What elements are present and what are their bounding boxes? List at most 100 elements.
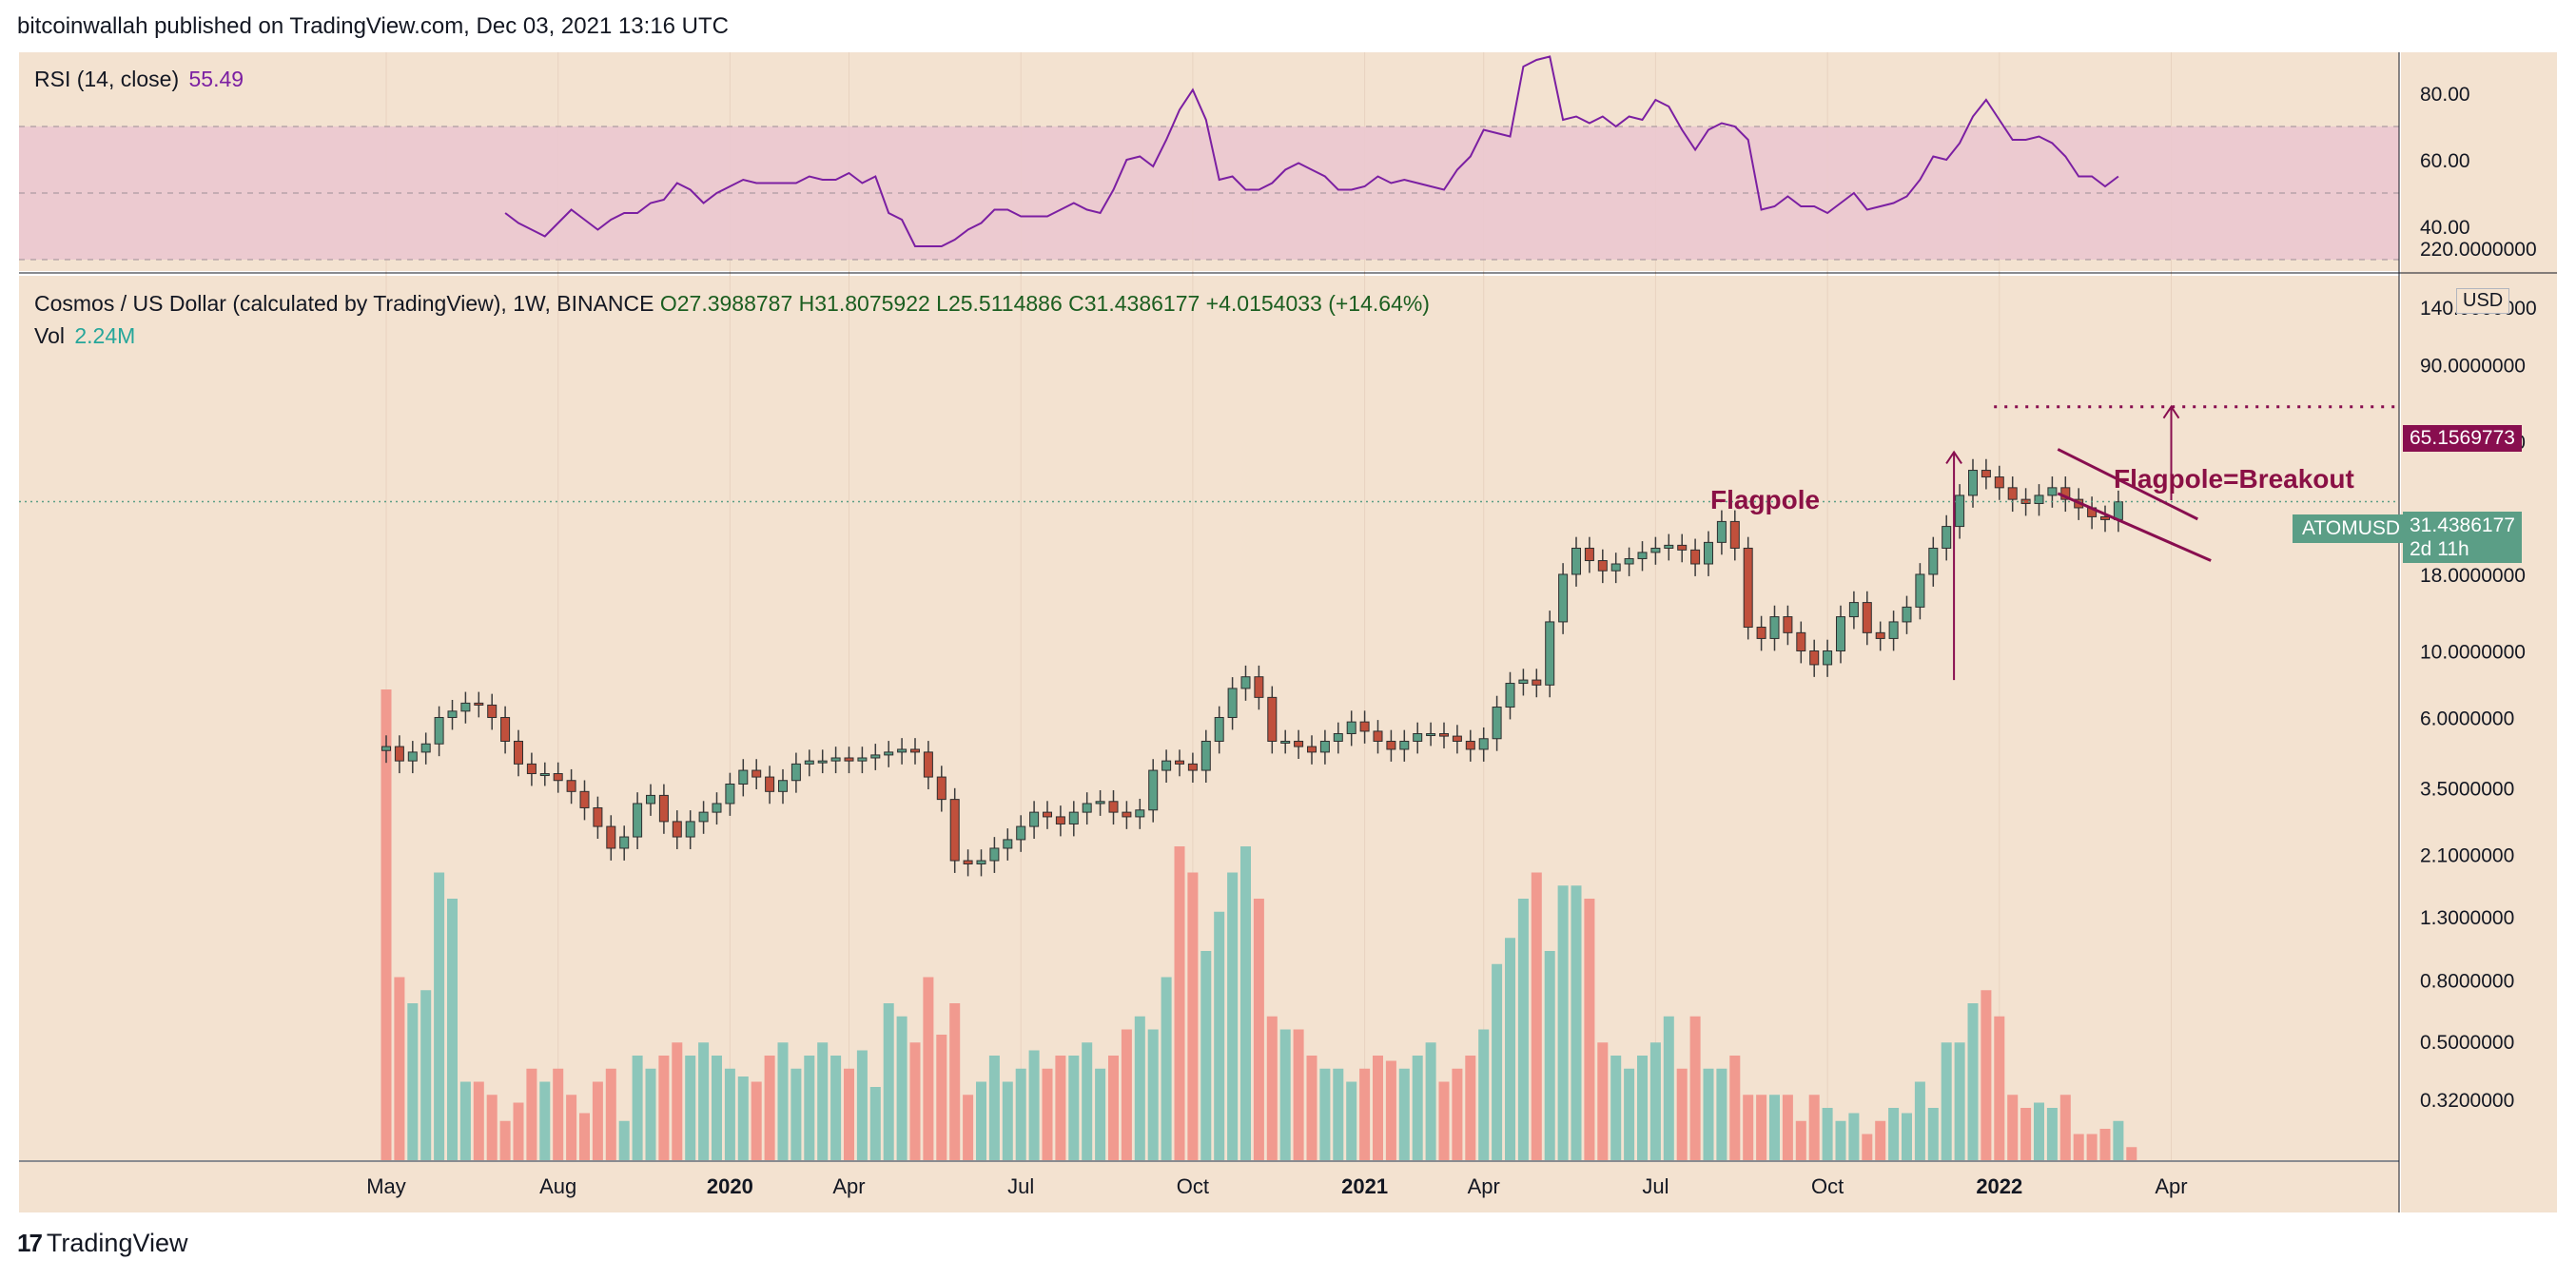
candle-body [1796,631,1806,652]
volume-bar [381,689,392,1160]
rsi-band [19,126,2399,261]
volume-bar [896,1016,907,1160]
candle-body [619,836,630,849]
volume-bar [1505,938,1515,1160]
volume-bar [1610,1056,1622,1160]
volume-bar [1373,1056,1383,1160]
candle-body [1875,631,1885,639]
volume-bar [473,1081,484,1160]
candle-body [1783,616,1793,633]
candle-body [1439,732,1449,737]
publish-header: bitcoinwallah published on TradingView.c… [17,13,730,39]
price-axis-tick: 90.0000000 [2420,355,2526,377]
volume-bar [1716,1068,1727,1160]
volume-bar [1147,1029,1159,1160]
candle-body [1003,839,1013,849]
candle-body [1095,801,1105,805]
tradingview-logo-icon: 17 [17,1229,43,1257]
volume-bar [1082,1042,1093,1160]
candle-body [1902,606,1912,623]
candle-body [1280,740,1291,744]
volume-bar [869,1087,881,1160]
volume-bar [830,1056,842,1160]
candle-body [487,704,498,718]
volume-bar [988,1056,1000,1160]
axes [19,52,2557,1212]
volume-bar [1862,1134,1873,1160]
volume-bar [1465,1056,1476,1160]
volume-bar [1492,963,1503,1160]
volume-bar [1544,951,1555,1160]
volume-bar [1531,872,1542,1160]
candle-body [765,776,775,792]
volume-bar [1266,1016,1278,1160]
volume-bar [909,1042,921,1160]
volume-bar [724,1068,735,1160]
candle-body [672,821,682,838]
candle-body [817,760,828,764]
rsi-line [504,55,2119,247]
candle-body [923,751,933,778]
tradingview-logo[interactable]: 17 TradingView [17,1229,188,1258]
time-axis-label: Jul [1642,1174,1669,1198]
rsi-value: 55.49 [188,67,244,91]
rsi-axis-tick: 40.00 [2420,217,2470,239]
candle-body [1175,760,1184,765]
flagpole-annotation: Flagpole [1710,485,1821,514]
candle-body [936,776,946,801]
candle-body [844,757,854,762]
candle-body [514,740,523,765]
volume-bar [499,1120,511,1160]
price-axis-tick: 0.8000000 [2420,971,2514,993]
volume-bar [1055,1056,1066,1160]
candle-body [1545,621,1555,686]
candle-body [1373,730,1383,742]
candle-body [1624,557,1634,565]
candle-body [1571,547,1581,575]
candle-body [1492,707,1502,740]
volume-bar [764,1056,775,1160]
candle-body [1068,811,1079,824]
volume-bar [777,1042,789,1160]
volume-bar [1597,1042,1609,1160]
candle-body [1333,732,1343,742]
volume-bar [1994,1016,2005,1160]
time-axis-label: Oct [1177,1174,1209,1198]
candle-body [1584,547,1594,562]
volume-bar [923,977,934,1160]
currency-unit-button[interactable]: USD [2456,288,2510,314]
time-axis-label: 2021 [1341,1174,1388,1198]
candle-body [407,751,418,762]
candle-body [1981,470,1991,478]
candle-body [884,751,894,756]
price-axis-tick: 0.5000000 [2420,1032,2514,1054]
candle-body [381,746,391,751]
volume-bar [1359,1068,1371,1160]
candle-body [2113,501,2123,520]
candle-body [1465,740,1475,750]
candle-body [1637,552,1648,559]
time-axis-label: Apr [832,1174,865,1198]
candle-body [1200,740,1211,771]
volume-bar [1438,1081,1450,1160]
volume-bar [936,1035,947,1160]
volume-label: Vol [34,323,65,348]
volume-bar [790,1068,802,1160]
candle-body [2100,515,2110,520]
candle-body [1043,811,1052,818]
volume-value: 2.24M [74,323,136,348]
candle-body [804,760,814,765]
volume-bar [2099,1129,2111,1160]
price-axis-tick: 2.1000000 [2420,844,2514,866]
candle-body [2047,487,2058,496]
volume-bar [1848,1113,1860,1160]
volume-bar [2113,1120,2124,1160]
volume-bar [883,1003,894,1160]
candle-body [460,702,471,712]
candle-body [949,799,960,862]
drawings [19,404,2399,681]
candle-body [870,754,881,759]
candle-body [420,743,431,753]
candle-body [1108,801,1119,813]
